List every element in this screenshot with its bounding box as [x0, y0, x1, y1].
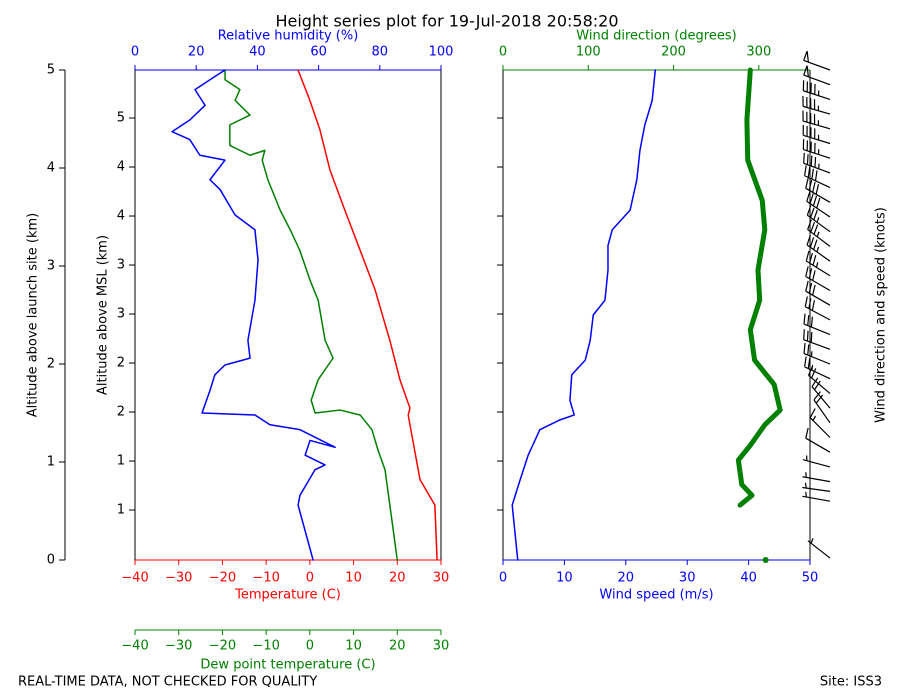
wind-barb [805, 250, 831, 277]
wind-barb [805, 427, 831, 453]
tick-label: 4 [47, 161, 55, 176]
tick-label: 50 [802, 571, 819, 586]
tick-label: 40 [740, 571, 757, 586]
tick-label: 3 [117, 258, 125, 273]
wind-barb [807, 538, 831, 559]
tick-label: −30 [165, 639, 192, 654]
tick-label: 80 [372, 45, 389, 60]
wind-barb [803, 329, 831, 350]
tick-label: 20 [618, 571, 635, 586]
tick-label: 5 [47, 63, 55, 78]
wind-barb [803, 313, 831, 336]
tick-label: 100 [429, 45, 454, 60]
profile-line [171, 69, 336, 561]
tick-label: 3 [117, 307, 125, 322]
tick-label: 10 [345, 639, 362, 654]
axis-title: Relative humidity (%) [218, 29, 359, 44]
wind-barb [802, 482, 831, 492]
wind-barb [805, 178, 831, 203]
wind-barb [806, 205, 831, 233]
wind-barb [802, 124, 831, 145]
tick-label: 0 [306, 639, 314, 654]
tick-label: 4 [117, 160, 125, 175]
tick-label: 60 [310, 45, 327, 60]
axis-title: Wind speed (m/s) [599, 588, 713, 603]
wind-barb [811, 377, 831, 409]
wind-barb [803, 152, 831, 174]
wind-barb [802, 80, 831, 100]
axis-title: Temperature (C) [234, 588, 341, 603]
tick-label: −40 [121, 571, 148, 586]
tick-label: 0 [306, 571, 314, 586]
wind-barb [802, 455, 831, 468]
site-label: Site: ISS3 [820, 675, 882, 690]
profile-line [735, 67, 783, 508]
tick-label: 10 [556, 571, 573, 586]
profile-line [297, 69, 438, 561]
wind-barb [802, 472, 831, 483]
tick-label: 2 [117, 356, 125, 371]
wind-barb [813, 391, 831, 424]
axis-title: Altitude above launch site (km) [26, 213, 41, 417]
wind-barb [804, 356, 831, 380]
tick-label: 20 [188, 45, 205, 60]
axis-title: Altitude above MSL (km) [96, 235, 111, 395]
tick-label: −30 [165, 571, 192, 586]
wind-barb [803, 343, 831, 365]
tick-label: 20 [389, 639, 406, 654]
wind-barb [804, 296, 831, 321]
wind-barb [802, 110, 831, 130]
tick-label: 0 [499, 571, 507, 586]
wind-barb [802, 491, 831, 502]
profile-line [511, 69, 657, 561]
tick-label: 20 [389, 571, 406, 586]
tick-label: 4 [117, 209, 125, 224]
tick-label: −10 [252, 639, 279, 654]
tick-label: 40 [249, 45, 266, 60]
tick-label: 2 [117, 405, 125, 420]
wind-barb [805, 280, 831, 306]
tick-label: 200 [661, 45, 686, 60]
profile-line [224, 69, 399, 561]
tick-label: 0 [499, 45, 507, 60]
tick-label: 1 [117, 503, 125, 518]
tick-label: 100 [576, 45, 601, 60]
tick-label: 5 [117, 111, 125, 126]
tick-label: −20 [209, 571, 236, 586]
tick-label: −40 [121, 639, 148, 654]
tick-label: 10 [345, 571, 362, 586]
tick-label: 0 [47, 553, 55, 568]
wind-barb [809, 408, 831, 438]
tick-label: 3 [47, 259, 55, 274]
wind-barb [804, 165, 831, 189]
tick-label: 2 [47, 357, 55, 372]
tick-label: −10 [252, 571, 279, 586]
tick-label: −20 [209, 639, 236, 654]
axis-title: Wind direction and speed (knots) [874, 207, 889, 423]
tick-label: 1 [117, 454, 125, 469]
wind-barb [807, 219, 831, 247]
wind-barb [803, 50, 831, 71]
wind-barb [802, 95, 831, 115]
wind-barb [805, 266, 831, 292]
data-point [762, 557, 769, 563]
wind-barb [803, 65, 831, 86]
tick-label: 30 [679, 571, 696, 586]
wind-barb [802, 139, 831, 159]
tick-label: 30 [433, 639, 450, 654]
chart-title: Height series plot for 19-Jul-2018 20:58… [275, 12, 618, 31]
tick-label: 0 [131, 45, 139, 60]
axis-title: Dew point temperature (C) [200, 658, 375, 673]
tick-label: 30 [433, 571, 450, 586]
wind-barb [806, 234, 831, 262]
wind-barb [806, 191, 831, 218]
axis-title: Wind direction (degrees) [576, 29, 736, 44]
tick-label: 1 [47, 455, 55, 470]
tick-label: 300 [746, 45, 771, 60]
footer-note: REAL-TIME DATA, NOT CHECKED FOR QUALITY [18, 675, 317, 690]
